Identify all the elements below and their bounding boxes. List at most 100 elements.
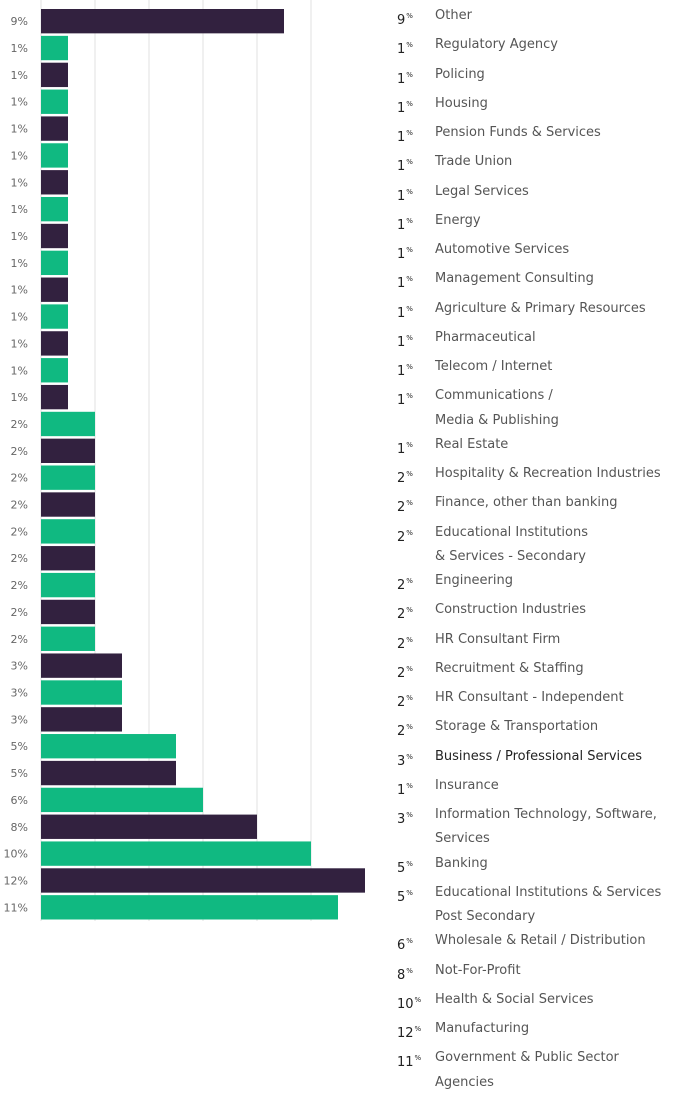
bar	[41, 787, 203, 813]
legend-label: Real Estate	[435, 436, 509, 452]
legend-item: 1% Communications / Media & Publishing	[397, 384, 678, 433]
bar-label: 2%	[11, 552, 28, 565]
legend-value: 2%	[397, 628, 435, 657]
legend-item: 1% Management Consulting	[397, 267, 678, 296]
bar-label: 1%	[11, 311, 28, 324]
legend-label: Insurance	[435, 777, 499, 793]
bar	[41, 250, 68, 276]
bar	[41, 519, 95, 544]
legend-number: 2	[397, 665, 406, 681]
legend-label: Regulatory Agency	[435, 37, 558, 53]
bar-chart: 9% 1% 1% 1% 1% 1% 1% 1% 1% 1% 1% 1% 1% 1% 1% 2% 2% 2% 2% 2%…	[4, 0, 365, 921]
legend-unit: %	[406, 664, 413, 673]
legend-number: 2	[397, 529, 406, 545]
legend-number: 3	[397, 753, 406, 769]
bar	[41, 626, 95, 651]
legend-label: Not-For-Profit	[435, 962, 521, 978]
legend-unit: %	[406, 966, 413, 975]
legend-unit: %	[406, 781, 413, 790]
bar-label: 1%	[11, 230, 28, 243]
legend-item: 11% Government & Public Sector Agencies	[397, 1046, 678, 1095]
legend-unit: %	[406, 246, 413, 254]
legend-item: 12% Manufacturing	[397, 1017, 678, 1046]
legend-item: 2% Recruitment & Staffing	[397, 657, 678, 686]
legend-unit: %	[406, 606, 413, 615]
bar-label: 3%	[11, 687, 28, 700]
legend-item: 1% Housing	[397, 92, 678, 121]
legend-number: 11	[397, 1055, 414, 1071]
legend-label: Management Consulting	[435, 271, 594, 287]
legend-label: Pension Funds & Services	[435, 125, 601, 140]
bar-label: 5%	[11, 767, 28, 780]
bar-label: 5%	[11, 740, 28, 753]
bar-label: 1%	[11, 69, 28, 82]
legend-value: 2%	[397, 598, 435, 627]
legend-unit: %	[406, 129, 413, 137]
legend-label: Legal Services	[435, 183, 529, 199]
legend-number: 8	[397, 967, 406, 983]
legend-item: 1% Real Estate	[397, 433, 678, 462]
legend-value: 6%	[397, 929, 435, 958]
legend-unit: %	[406, 635, 413, 644]
legend-number: 1	[397, 247, 406, 262]
legend-value: 1%	[397, 63, 435, 92]
legend-label: Housing	[435, 95, 488, 111]
legend-number: 1	[397, 305, 406, 321]
legend-value: 11%	[397, 1046, 435, 1095]
bar	[41, 411, 95, 437]
bar-label: 1%	[11, 149, 28, 162]
bar	[41, 223, 68, 249]
legend-value: 10%	[397, 988, 435, 1017]
legend-number: 3	[397, 812, 406, 827]
legend-label: Banking	[435, 855, 488, 871]
legend-value: 2%	[397, 686, 435, 715]
legend-item: 1% Regulatory Agency	[397, 33, 678, 62]
legend-unit: %	[406, 158, 413, 167]
legend-value: 1%	[397, 92, 435, 121]
legend-item: 1% Agriculture & Primary Resources	[397, 297, 678, 326]
legend-unit: %	[414, 1025, 422, 1033]
legend-label: Recruitment & Staffing	[435, 660, 584, 676]
legend-unit: %	[406, 577, 413, 585]
legend-label: Storage & Transportation	[435, 719, 599, 735]
legend-number: 2	[397, 724, 406, 740]
legend-number: 5	[397, 860, 406, 876]
legend-unit: %	[406, 304, 413, 313]
bar-label: 2%	[11, 499, 28, 512]
legend-value: 1%	[397, 326, 435, 355]
legend-unit: %	[406, 859, 413, 868]
legend-item: 1% Legal Services	[397, 180, 678, 209]
legend-value: 1%	[397, 267, 435, 296]
legend-item: 3% Business / Professional Services	[397, 745, 678, 774]
legend-unit: %	[406, 275, 413, 284]
legend-value: 8%	[397, 959, 435, 988]
legend-value: 1%	[397, 150, 435, 179]
legend-label: HR Consultant - Independent	[435, 690, 624, 705]
legend-item: 1% Energy	[397, 209, 678, 238]
legend-number: 6	[397, 938, 406, 954]
legend-value: 2%	[397, 569, 435, 598]
bar	[41, 438, 95, 463]
bar-label: 1%	[11, 123, 28, 136]
bar	[41, 304, 68, 329]
legend-label: Communications / Media & Publishing	[435, 388, 559, 428]
bar-label: 8%	[11, 821, 28, 834]
legend-number: 1	[397, 441, 406, 457]
legend-item: 1% Telecom / Internet	[397, 355, 678, 384]
bar	[41, 89, 68, 114]
legend-label: Educational Institutions & Services Post…	[435, 884, 662, 924]
legend-value: 1%	[397, 238, 435, 267]
legend-value: 1%	[397, 384, 435, 433]
legend-item: 2% Construction Industries	[397, 598, 678, 627]
legend-unit: %	[406, 363, 413, 371]
legend-value: 2%	[397, 657, 435, 686]
legend-value: 2%	[397, 491, 435, 520]
bar	[41, 492, 95, 517]
legend-number: 1	[397, 782, 406, 798]
bar	[41, 868, 365, 893]
legend-item: 2% Engineering	[397, 569, 678, 598]
legend-unit: %	[406, 41, 413, 50]
legend-label: Health & Social Services	[435, 991, 594, 1007]
bar	[41, 465, 95, 490]
legend-value: 1%	[397, 33, 435, 62]
